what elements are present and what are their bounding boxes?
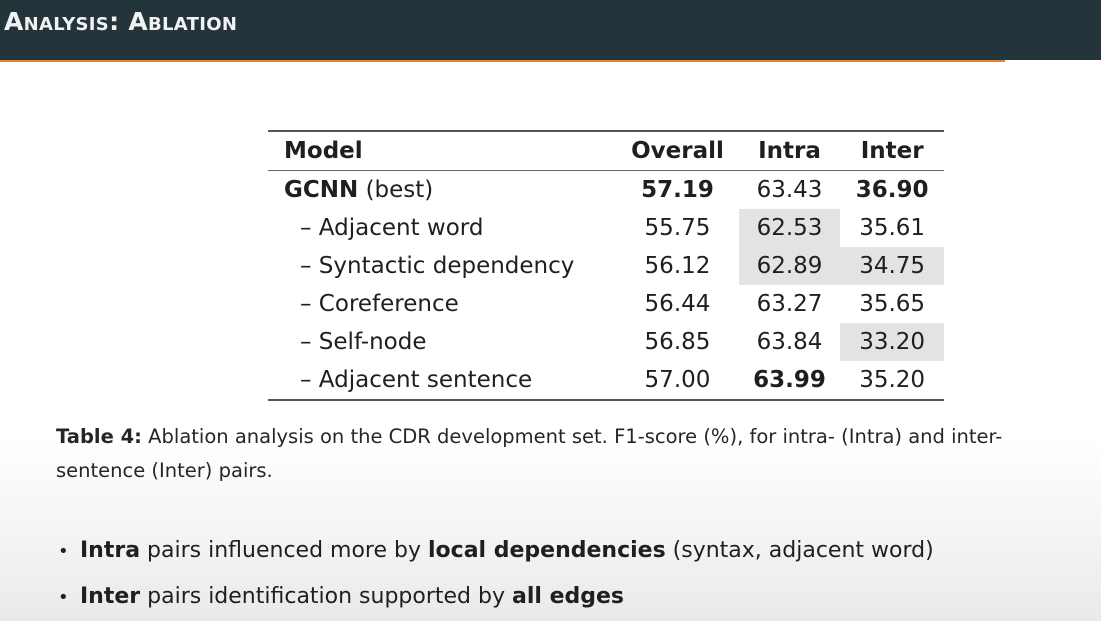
model-name-cell: – Syntactic dependency [300, 253, 575, 279]
model-name-cell: – Adjacent sentence [300, 367, 533, 393]
bullet-emphasis: all edges [512, 584, 625, 609]
slide-header: Analysis: Ablation [0, 0, 1101, 60]
table-row: – Syntactic dependency 56.12 62.89 34.75 [268, 247, 944, 285]
header-accent-line [0, 60, 1005, 62]
bullet-dot-icon: • [58, 541, 69, 562]
inter-cell: 35.61 [859, 215, 926, 241]
overall-cell: 57.00 [644, 367, 711, 393]
column-header-model: Model [268, 131, 617, 171]
model-name-cell: GCNN (best) [268, 171, 616, 210]
model-name-suffix: (best) [358, 177, 434, 203]
caption-label: Table 4: [56, 425, 142, 448]
table-row: – Self-node 56.85 63.84 33.20 [268, 323, 944, 361]
column-header-intra: Intra [738, 131, 841, 171]
bullet-text: (syntax, adjacent word) [665, 538, 934, 563]
inter-cell: 35.20 [859, 367, 926, 393]
intra-cell: 63.43 [756, 177, 823, 203]
intra-cell: 63.27 [756, 291, 823, 317]
model-name-bold: GCNN [284, 177, 359, 203]
bullet-emphasis: local dependencies [428, 538, 666, 563]
bullet-term: Inter [80, 584, 141, 609]
model-name-cell: – Self-node [300, 329, 427, 355]
bullet-dot-icon: • [58, 587, 69, 608]
overall-cell: 55.75 [644, 215, 711, 241]
overall-cell: 56.12 [644, 253, 711, 279]
ablation-table-container: Model Overall Intra Inter GCNN (best) 57… [268, 130, 944, 401]
slide-title: Analysis: Ablation [4, 7, 238, 36]
overall-cell: 56.85 [644, 329, 711, 355]
bullet-item-inter: • Inter pairs identification supported by… [58, 574, 1088, 620]
bullet-text: pairs identification supported by [140, 584, 512, 609]
table-caption: Table 4: Ablation analysis on the CDR de… [56, 420, 1066, 488]
bullet-term: Intra [80, 538, 141, 563]
inter-cell: 35.65 [859, 291, 926, 317]
inter-cell: 36.90 [855, 177, 929, 203]
bullet-text: pairs influenced more by [140, 538, 428, 563]
model-name-cell: – Coreference [300, 291, 459, 317]
caption-text: Ablation analysis on the CDR development… [56, 425, 1003, 482]
table-row: – Adjacent word 55.75 62.53 35.61 [268, 209, 944, 247]
column-header-overall: Overall [616, 131, 739, 171]
overall-cell: 57.19 [641, 177, 714, 203]
overall-cell: 56.44 [644, 291, 711, 317]
table-header-row: Model Overall Intra Inter [268, 131, 944, 171]
column-header-inter: Inter [840, 131, 944, 171]
inter-cell: 33.20 [840, 323, 944, 361]
bullet-list: • Intra pairs influenced more by local de… [58, 528, 1088, 620]
inter-cell: 34.75 [840, 247, 944, 285]
table-row: GCNN (best) 57.19 63.43 36.90 [268, 171, 944, 210]
intra-cell: 63.84 [756, 329, 823, 355]
intra-cell: 63.99 [753, 367, 826, 393]
model-name-cell: – Adjacent word [300, 215, 484, 241]
bullet-item-intra: • Intra pairs influenced more by local de… [58, 528, 1088, 574]
intra-cell: 62.53 [738, 209, 841, 247]
table-row: – Adjacent sentence 57.00 63.99 35.20 [268, 361, 944, 400]
intra-cell: 62.89 [738, 247, 841, 285]
ablation-table: Model Overall Intra Inter GCNN (best) 57… [268, 130, 944, 401]
table-row: – Coreference 56.44 63.27 35.65 [268, 285, 944, 323]
